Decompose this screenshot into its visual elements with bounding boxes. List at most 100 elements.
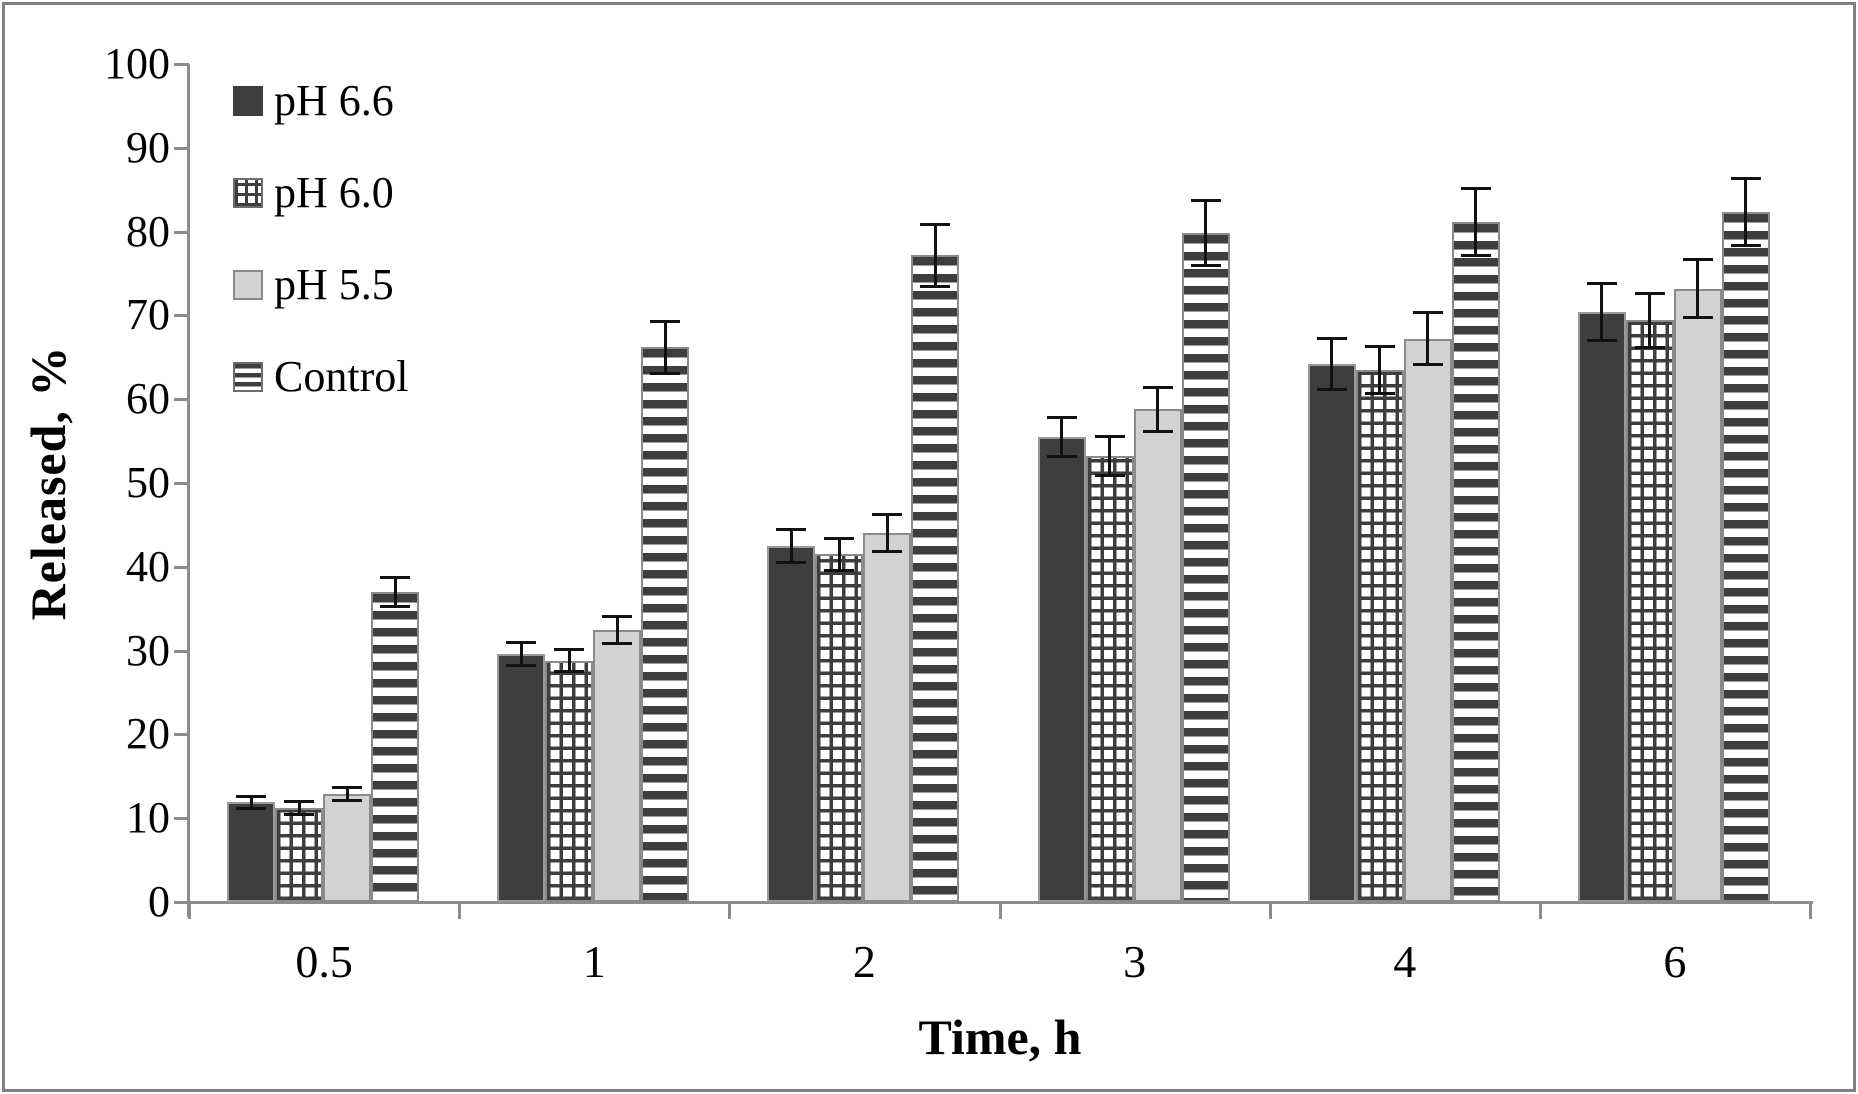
x-category-label: 3 (1123, 936, 1147, 987)
bar-ph6.0-6h (1625, 320, 1674, 902)
error-bar-line (345, 787, 349, 801)
error-bar-cap-bottom (920, 284, 951, 288)
error-bar-cap-top (236, 794, 266, 798)
error-bar-line (1600, 283, 1604, 341)
error-bar-cap-bottom (1730, 244, 1761, 248)
y-tick (174, 901, 189, 904)
bar-ph5.5-3h (1133, 409, 1182, 902)
error-bar-cap-top (1586, 282, 1617, 286)
x-category-label: 2 (852, 936, 876, 987)
error-bar-line (297, 801, 301, 815)
bar-control-1h (641, 347, 690, 902)
error-bar-cap-bottom (380, 604, 410, 608)
y-tick-label: 40 (126, 541, 170, 591)
error-bar-cap-top (284, 799, 314, 803)
error-bar-cap-bottom (776, 561, 807, 565)
error-bar-cap-top (1316, 336, 1347, 340)
error-bar-cap-bottom (1586, 339, 1617, 343)
error-bar-line (663, 321, 667, 374)
x-tick (1809, 902, 1812, 919)
y-tick (174, 733, 189, 737)
bar-ph6.0-0.5h (275, 808, 323, 902)
bar-ph6.6-6h (1577, 312, 1626, 902)
error-bar-cap-bottom (824, 568, 855, 572)
y-tick (174, 314, 189, 318)
error-bar-cap-top (380, 576, 410, 580)
legend-label: Control (274, 352, 409, 401)
y-tick (174, 565, 189, 569)
x-tick (1538, 902, 1542, 919)
y-tick-label: 70 (126, 290, 170, 340)
error-bar-cap-bottom (236, 806, 266, 810)
y-tick-label: 60 (126, 374, 170, 424)
x-tick (998, 902, 1002, 919)
bar-ph5.5-4h (1403, 338, 1452, 902)
error-bar-cap-top (920, 222, 951, 226)
x-tick (728, 902, 732, 919)
bar-control-4h (1451, 221, 1500, 902)
y-tick (174, 398, 189, 402)
error-bar-cap-top (776, 527, 807, 531)
error-bar-cap-top (602, 614, 633, 618)
y-tick-label: 20 (126, 709, 170, 759)
error-bar-line (933, 224, 937, 287)
error-bar-cap-top (1460, 186, 1491, 190)
x-tick (188, 902, 191, 919)
error-bar-line (789, 529, 793, 563)
error-bar-cap-bottom (872, 550, 903, 554)
bar-control-6h (1721, 212, 1770, 902)
error-bar-line (1204, 200, 1207, 266)
error-bar-line (1378, 346, 1382, 394)
legend-swatch-crosshatch (233, 178, 263, 208)
error-bar-cap-top (1682, 257, 1713, 261)
bar-control-2h (911, 255, 960, 902)
error-bar-line (1060, 417, 1063, 457)
x-category-label: 4 (1393, 936, 1417, 987)
y-axis-line (187, 64, 190, 917)
x-tick (458, 902, 462, 919)
y-tick-label: 0 (148, 877, 170, 926)
y-tick (174, 146, 189, 150)
error-bar-cap-bottom (650, 371, 681, 375)
bar-ph6.6-1h (497, 653, 546, 902)
legend-label: pH 5.5 (274, 260, 394, 309)
error-bar-line (1156, 387, 1159, 432)
error-bar-cap-top (506, 640, 537, 644)
error-bar-cap-bottom (1046, 454, 1077, 458)
bar-control-0.5h (371, 591, 419, 902)
x-category-label: 1 (582, 936, 606, 987)
error-bar-cap-top (824, 536, 855, 540)
error-bar-cap-bottom (1316, 388, 1347, 392)
error-bar-cap-top (554, 648, 585, 652)
error-bar-line (1330, 338, 1334, 390)
error-bar-cap-bottom (506, 664, 537, 668)
error-bar-line (1696, 259, 1700, 318)
y-tick-label: 10 (126, 793, 170, 843)
error-bar-cap-bottom (1634, 345, 1665, 349)
error-bar-cap-bottom (602, 641, 633, 645)
bar-ph5.5-2h (863, 533, 912, 902)
y-tick-label: 30 (126, 625, 170, 675)
x-axis-line (174, 901, 1813, 904)
error-bar-cap-bottom (1412, 363, 1443, 367)
error-bar-cap-top (1364, 344, 1395, 348)
error-bar-line (249, 796, 253, 809)
x-axis-title: Time, h (918, 1009, 1082, 1065)
error-bar-cap-top (1190, 199, 1221, 203)
error-bar-line (837, 538, 841, 571)
legend-swatch-h-stripes (233, 362, 263, 392)
y-tick-label: 50 (126, 458, 170, 507)
y-tick-label: 100 (104, 39, 170, 88)
bar-control-3h (1181, 233, 1230, 902)
error-bar-cap-top (1412, 311, 1443, 315)
error-bar-cap-top (332, 785, 362, 789)
bar-ph6.6-2h (767, 545, 816, 902)
bar-ph6.6-0.5h (227, 802, 275, 902)
error-bar-line (567, 649, 571, 672)
error-bar-cap-bottom (284, 813, 314, 817)
x-category-label: 0.5 (295, 936, 353, 987)
y-tick-label: 90 (126, 122, 170, 172)
bar-ph6.0-1h (545, 660, 594, 902)
error-bar-line (615, 616, 619, 644)
